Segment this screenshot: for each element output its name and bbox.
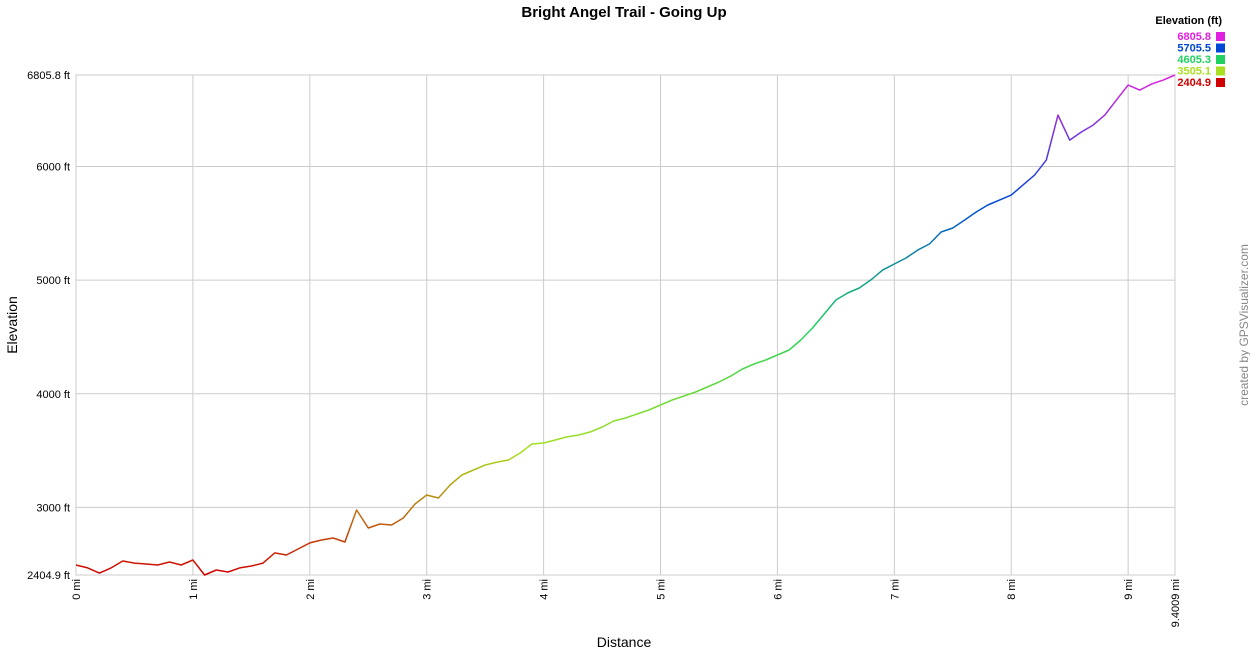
credit: created by GPSVisualizer.com [1237, 244, 1250, 406]
x-tick-label: 7 mi [889, 579, 901, 600]
legend-value: 2404.9 [1177, 77, 1211, 89]
y-tick-label: 6805.8 ft [27, 70, 70, 82]
y-tick-label: 5000 ft [36, 275, 70, 287]
legend-value: 6805.8 [1177, 31, 1211, 43]
plot-area [75, 74, 1176, 576]
x-tick-label: 9.4009 mi [1170, 579, 1182, 627]
elevation-line [75, 74, 1176, 576]
chart-title: Bright Angel Trail - Going Up [521, 4, 726, 21]
y-tick-label: 2404.9 ft [27, 570, 70, 582]
y-tick-label: 3000 ft [36, 502, 70, 514]
legend-swatch [1216, 43, 1225, 53]
legend-value: 3505.1 [1177, 66, 1211, 78]
x-tick-label: 6 mi [772, 579, 784, 600]
x-tick-label: 9 mi [1123, 579, 1135, 600]
x-tick-label: 0 mi [71, 579, 83, 600]
legend-swatch [1216, 66, 1225, 76]
legend-title: Elevation (ft) [1155, 15, 1222, 27]
x-tick-label: 3 mi [422, 579, 434, 600]
legend-swatch [1216, 55, 1225, 64]
x-tick-label: 8 mi [1006, 579, 1018, 600]
y-axis-title: Elevation [4, 296, 20, 354]
x-axis-title: Distance [597, 634, 652, 650]
x-tick-label: 2 mi [305, 579, 317, 600]
legend-swatch [1216, 78, 1225, 87]
legend-value: 4605.3 [1177, 54, 1211, 66]
legend-swatch [1216, 32, 1225, 41]
y-tick-label: 6000 ft [36, 162, 70, 174]
x-tick-label: 4 mi [539, 579, 551, 600]
y-tick-label: 4000 ft [36, 389, 70, 401]
x-tick-label: 1 mi [188, 579, 200, 600]
legend-value: 5705.5 [1177, 43, 1211, 55]
x-tick-label: 5 mi [656, 579, 668, 600]
